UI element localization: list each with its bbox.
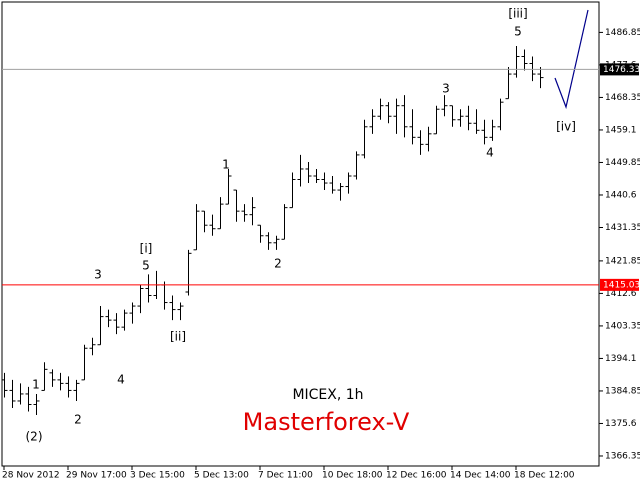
price-label-box xyxy=(600,278,639,291)
x-tick-label: 7 Dec 11:00 xyxy=(258,471,313,480)
x-tick-label: 12 Dec 16:00 xyxy=(386,471,447,480)
wave-label: 2 xyxy=(274,257,282,271)
wave-label: 5 xyxy=(142,259,150,273)
y-tick-label: 1449.85 xyxy=(605,158,640,168)
wave-label: 5 xyxy=(514,25,522,39)
x-tick-label: 29 Nov 17:00 xyxy=(66,471,127,480)
price-label: 1476.33 xyxy=(603,65,640,75)
x-tick-label: 3 Dec 15:00 xyxy=(130,471,185,480)
x-tick-label: 10 Dec 18:00 xyxy=(322,471,383,480)
wave-label: 1 xyxy=(222,158,230,172)
x-tick-label: 28 Nov 2012 xyxy=(2,471,60,480)
plot-frame xyxy=(1,1,600,467)
x-tick-label: 18 Dec 12:00 xyxy=(514,471,575,480)
wave-label: 1 xyxy=(32,378,40,392)
forecast-path xyxy=(554,9,589,110)
wave-label: 3 xyxy=(94,268,102,282)
y-tick-label: 1384.85 xyxy=(605,386,640,396)
y-tick-label: 1459.1 xyxy=(605,125,637,135)
wave-label: 4 xyxy=(486,146,494,160)
wave-label: 3 xyxy=(442,82,450,96)
y-tick-label: 1468.35 xyxy=(605,93,640,103)
y-tick-label: 1486.85 xyxy=(605,28,640,38)
price-label: 1415.03 xyxy=(603,280,640,290)
wave-label: (2) xyxy=(26,430,43,444)
wave-label: [iv] xyxy=(556,120,576,134)
wave-label: [iii] xyxy=(508,7,527,21)
y-tick-label: 1403.35 xyxy=(605,321,640,331)
wave-label: [ii] xyxy=(170,330,186,344)
brand-label: Masterforex-V xyxy=(243,408,410,436)
y-tick-label: 1394.1 xyxy=(605,354,637,364)
y-tick-label: 1431.35 xyxy=(605,223,640,233)
y-tick-label: 1366.35 xyxy=(605,451,640,461)
y-tick-label: 1412.6 xyxy=(605,289,637,299)
wave-label: 4 xyxy=(117,373,125,387)
y-tick-label: 1421.85 xyxy=(605,256,640,266)
y-tick-label: 1375.6 xyxy=(605,419,637,429)
x-tick-label: 5 Dec 13:00 xyxy=(194,471,249,480)
symbol-label: MICEX, 1h xyxy=(292,387,363,403)
wave-label: 2 xyxy=(74,413,82,427)
y-tick-label: 1440.6 xyxy=(605,190,637,200)
wave-label: [i] xyxy=(140,242,153,256)
x-tick-label: 14 Dec 14:00 xyxy=(450,471,511,480)
price-label-box xyxy=(600,63,639,76)
